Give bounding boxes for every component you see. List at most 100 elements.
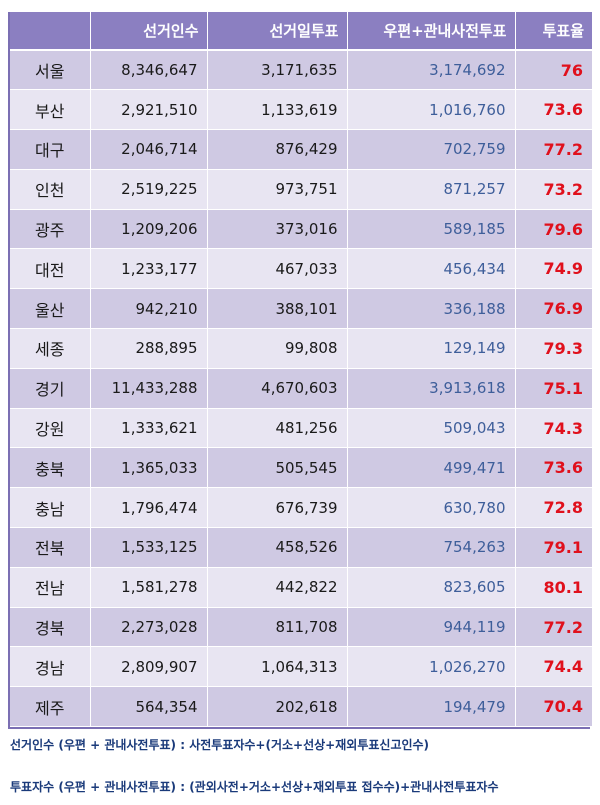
cell-electors: 942,210 bbox=[90, 288, 208, 330]
cell-turnout: 74.4 bbox=[515, 646, 592, 688]
cell-turnout: 72.8 bbox=[515, 487, 592, 529]
cell-turnout: 76.9 bbox=[515, 288, 592, 330]
header-turnout: 투표율 bbox=[515, 12, 592, 51]
table-row: 충북 1,365,033 505,545 499,471 73.6 bbox=[10, 447, 592, 489]
cell-region: 광주 bbox=[10, 209, 91, 250]
cell-electors: 1,796,474 bbox=[90, 487, 208, 529]
table-row: 경남 2,809,907 1,064,313 1,026,270 74.4 bbox=[10, 646, 592, 688]
table-row: 강원 1,333,621 481,256 509,043 74.3 bbox=[10, 408, 592, 449]
cell-election-day-votes: 373,016 bbox=[207, 209, 348, 250]
cell-electors: 2,809,907 bbox=[90, 646, 208, 688]
cell-electors: 2,921,510 bbox=[90, 89, 208, 131]
table-row: 제주 564,354 202,618 194,479 70.4 bbox=[10, 686, 592, 728]
cell-turnout: 79.1 bbox=[515, 527, 592, 568]
cell-electors: 11,433,288 bbox=[90, 368, 208, 409]
cell-region: 충북 bbox=[10, 447, 91, 489]
footnote-voters: 투표자수 (우편 + 관내사전투표) : (관외사전+거소+선상+재외투표 접수… bbox=[10, 780, 499, 794]
table-row: 전북 1,533,125 458,526 754,263 79.1 bbox=[10, 527, 592, 568]
cell-election-day-votes: 467,033 bbox=[207, 248, 348, 290]
turnout-table-wrapper: 선거인수 선거일투표 우편+관내사전투표 투표율 서울 8,346,647 3,17… bbox=[8, 12, 592, 730]
cell-region: 대전 bbox=[10, 248, 91, 290]
cell-mail-early-votes: 336,188 bbox=[347, 288, 516, 330]
cell-mail-early-votes: 630,780 bbox=[347, 487, 516, 529]
cell-mail-early-votes: 3,913,618 bbox=[347, 368, 516, 409]
table-frame: 선거인수 선거일투표 우편+관내사전투표 투표율 서울 8,346,647 3,17… bbox=[8, 12, 592, 730]
cell-mail-early-votes: 1,026,270 bbox=[347, 646, 516, 688]
cell-electors: 1,209,206 bbox=[90, 209, 208, 250]
cell-electors: 1,233,177 bbox=[90, 248, 208, 290]
cell-turnout: 80.1 bbox=[515, 567, 592, 608]
cell-turnout: 79.6 bbox=[515, 209, 592, 250]
cell-election-day-votes: 3,171,635 bbox=[207, 50, 348, 91]
cell-mail-early-votes: 754,263 bbox=[347, 527, 516, 568]
cell-electors: 8,346,647 bbox=[90, 50, 208, 91]
cell-mail-early-votes: 1,016,760 bbox=[347, 89, 516, 131]
cell-mail-early-votes: 823,605 bbox=[347, 567, 516, 608]
cell-region: 울산 bbox=[10, 288, 91, 330]
cell-turnout: 76 bbox=[515, 50, 592, 91]
cell-election-day-votes: 876,429 bbox=[207, 129, 348, 170]
cell-turnout: 77.2 bbox=[515, 607, 592, 648]
cell-electors: 1,365,033 bbox=[90, 447, 208, 489]
cell-mail-early-votes: 702,759 bbox=[347, 129, 516, 170]
cell-turnout: 73.6 bbox=[515, 447, 592, 489]
cell-electors: 564,354 bbox=[90, 686, 208, 728]
cell-electors: 1,533,125 bbox=[90, 527, 208, 568]
cell-electors: 2,273,028 bbox=[90, 607, 208, 648]
table-row: 전남 1,581,278 442,822 823,605 80.1 bbox=[10, 567, 592, 608]
table-row: 광주 1,209,206 373,016 589,185 79.6 bbox=[10, 209, 592, 250]
cell-region: 전남 bbox=[10, 567, 91, 608]
cell-electors: 2,519,225 bbox=[90, 169, 208, 210]
cell-election-day-votes: 676,739 bbox=[207, 487, 348, 529]
cell-electors: 2,046,714 bbox=[90, 129, 208, 170]
table-row: 서울 8,346,647 3,171,635 3,174,692 76 bbox=[10, 50, 592, 91]
cell-turnout: 77.2 bbox=[515, 129, 592, 170]
table-row: 인천 2,519,225 973,751 871,257 73.2 bbox=[10, 169, 592, 210]
header-mail-early-votes: 우편+관내사전투표 bbox=[347, 12, 516, 51]
cell-election-day-votes: 99,808 bbox=[207, 328, 348, 369]
cell-election-day-votes: 811,708 bbox=[207, 607, 348, 648]
cell-turnout: 73.2 bbox=[515, 169, 592, 210]
cell-election-day-votes: 4,670,603 bbox=[207, 368, 348, 409]
cell-mail-early-votes: 456,434 bbox=[347, 248, 516, 290]
cell-mail-early-votes: 499,471 bbox=[347, 447, 516, 489]
cell-region: 서울 bbox=[10, 50, 91, 91]
header-election-day-votes: 선거일투표 bbox=[207, 12, 348, 51]
cell-election-day-votes: 973,751 bbox=[207, 169, 348, 210]
cell-region: 경북 bbox=[10, 607, 91, 648]
cell-turnout: 70.4 bbox=[515, 686, 592, 728]
cell-mail-early-votes: 589,185 bbox=[347, 209, 516, 250]
cell-region: 세종 bbox=[10, 328, 91, 369]
cell-mail-early-votes: 509,043 bbox=[347, 408, 516, 449]
header-region bbox=[10, 12, 91, 51]
table-row: 충남 1,796,474 676,739 630,780 72.8 bbox=[10, 487, 592, 529]
cell-region: 부산 bbox=[10, 89, 91, 131]
cell-region: 경남 bbox=[10, 646, 91, 688]
table-row: 대전 1,233,177 467,033 456,434 74.9 bbox=[10, 248, 592, 290]
table-row: 대구 2,046,714 876,429 702,759 77.2 bbox=[10, 129, 592, 170]
cell-mail-early-votes: 871,257 bbox=[347, 169, 516, 210]
cell-election-day-votes: 442,822 bbox=[207, 567, 348, 608]
footnotes: 선거인수 (우편 + 관내사전투표) : 사전투표자수+(거소+선상+재외투표신… bbox=[10, 736, 590, 794]
cell-electors: 288,895 bbox=[90, 328, 208, 369]
table-row: 경북 2,273,028 811,708 944,119 77.2 bbox=[10, 607, 592, 648]
cell-turnout: 79.3 bbox=[515, 328, 592, 369]
cell-turnout: 75.1 bbox=[515, 368, 592, 409]
cell-mail-early-votes: 944,119 bbox=[347, 607, 516, 648]
cell-election-day-votes: 388,101 bbox=[207, 288, 348, 330]
cell-mail-early-votes: 194,479 bbox=[347, 686, 516, 728]
cell-election-day-votes: 202,618 bbox=[207, 686, 348, 728]
table-row: 세종 288,895 99,808 129,149 79.3 bbox=[10, 328, 592, 369]
table-row: 경기 11,433,288 4,670,603 3,913,618 75.1 bbox=[10, 368, 592, 409]
cell-turnout: 74.9 bbox=[515, 248, 592, 290]
cell-region: 강원 bbox=[10, 408, 91, 449]
cell-region: 경기 bbox=[10, 368, 91, 409]
cell-turnout: 73.6 bbox=[515, 89, 592, 131]
table-header-row: 선거인수 선거일투표 우편+관내사전투표 투표율 bbox=[10, 12, 592, 51]
cell-election-day-votes: 458,526 bbox=[207, 527, 348, 568]
cell-region: 인천 bbox=[10, 169, 91, 210]
table-row: 울산 942,210 388,101 336,188 76.9 bbox=[10, 288, 592, 330]
cell-electors: 1,333,621 bbox=[90, 408, 208, 449]
cell-region: 전북 bbox=[10, 527, 91, 568]
cell-region: 대구 bbox=[10, 129, 91, 170]
